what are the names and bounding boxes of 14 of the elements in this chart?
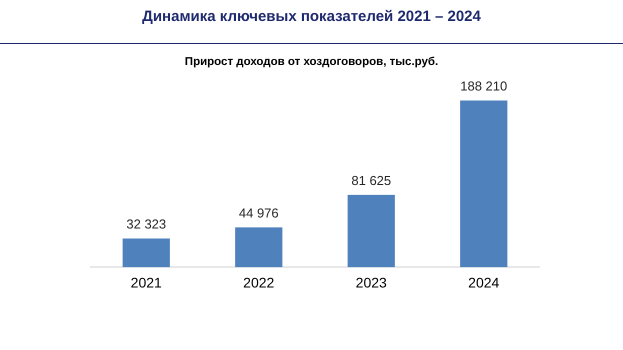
x-tick-label: 2021 <box>130 274 162 290</box>
chart-title: Динамика ключевых показателей 2021 – 2024 <box>141 8 482 25</box>
data-label: 188 210 <box>460 78 508 94</box>
bar <box>460 100 508 268</box>
bar <box>235 227 282 268</box>
chart-subtitle: Прирост доходов от хоздоговоров, тыс.руб. <box>184 56 440 68</box>
x-tick-label: 2023 <box>356 274 388 290</box>
bar <box>348 194 395 268</box>
data-label: 81 625 <box>351 172 392 188</box>
x-tick-label: 2022 <box>243 274 275 290</box>
bar <box>122 238 170 268</box>
x-tick-label: 2024 <box>468 274 500 290</box>
data-label: 32 323 <box>126 216 166 232</box>
data-label: 44 976 <box>238 205 279 220</box>
